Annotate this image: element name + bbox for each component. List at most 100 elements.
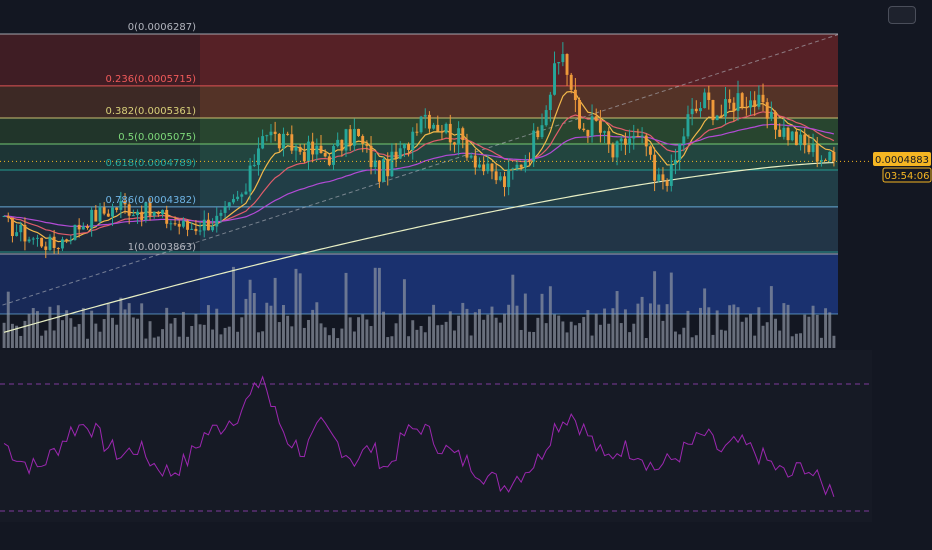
fib-zone-0	[0, 34, 838, 86]
volume-bar	[165, 307, 169, 348]
candle-body	[569, 74, 573, 90]
volume-bar	[215, 308, 219, 348]
candle-body	[519, 164, 523, 168]
candle-body	[753, 100, 757, 107]
candle-body	[219, 212, 223, 216]
candle-body	[590, 116, 594, 137]
volume-bar	[540, 293, 544, 348]
candle-body	[653, 154, 657, 181]
volume-bar	[523, 293, 527, 348]
candle-body	[402, 144, 406, 149]
candle-body	[240, 194, 244, 197]
candle-body	[503, 176, 506, 188]
volume-bar	[19, 335, 23, 348]
volume-bar	[206, 305, 210, 348]
volume-bar	[665, 304, 669, 348]
candle-body	[432, 124, 436, 129]
candle-body	[411, 131, 415, 150]
volume-bar	[244, 298, 248, 348]
moving-average-ema-200	[3, 162, 834, 333]
volume-bar	[744, 317, 748, 348]
volume-bar	[528, 331, 531, 348]
candle-body	[673, 159, 677, 165]
volume-bar	[77, 324, 81, 348]
candle-body	[444, 123, 448, 133]
volume-bar	[23, 320, 27, 348]
volume-bar	[223, 327, 227, 348]
volume-bar	[565, 332, 569, 348]
volume-bar	[352, 331, 356, 348]
volume-bar	[553, 314, 556, 348]
volume-bar	[469, 335, 473, 348]
candle-body	[332, 146, 335, 165]
fib-extension-zone	[0, 254, 838, 314]
corner-button[interactable]	[888, 6, 916, 24]
candle-body	[348, 129, 352, 146]
candle-body	[640, 135, 644, 137]
volume-bar	[327, 335, 331, 348]
volume-bar	[332, 328, 335, 348]
volume-bar	[86, 338, 89, 348]
candle-body	[282, 133, 285, 149]
candle-body	[86, 226, 89, 228]
candle-body	[736, 93, 740, 111]
rsi-pane-background	[0, 350, 872, 522]
candle-body	[757, 94, 761, 107]
candle-body	[290, 134, 294, 151]
trend-line	[0, 34, 839, 307]
candle-body	[515, 164, 519, 169]
volume-bar	[65, 310, 69, 348]
candle-body	[682, 136, 686, 144]
volume-bar	[590, 335, 594, 348]
volume-bar	[607, 323, 611, 348]
volume-bar	[678, 334, 682, 348]
candle-body	[819, 159, 823, 162]
candle-body	[31, 238, 35, 240]
candle-body	[724, 99, 727, 117]
volume-bar	[511, 274, 515, 348]
price-scale-tags: 0.0004883 03:54:06	[873, 152, 932, 183]
volume-bar	[732, 304, 736, 348]
volume-bar	[52, 330, 56, 348]
volume-bar	[628, 332, 632, 348]
candle-body	[486, 163, 490, 172]
candle-body	[611, 144, 615, 158]
candle-body	[6, 215, 10, 218]
candle-body	[136, 211, 139, 216]
volume-bar	[336, 338, 340, 348]
volume-bar	[594, 313, 598, 348]
candle-body	[215, 215, 219, 227]
candle-body	[177, 223, 181, 227]
volume-bar	[452, 330, 456, 348]
volume-bar	[786, 304, 790, 348]
candle-body	[252, 164, 256, 166]
candle-body	[573, 89, 577, 101]
candle-body	[465, 140, 469, 158]
volume-bar	[286, 315, 290, 348]
candle-body	[419, 116, 423, 133]
candle-body	[294, 146, 298, 151]
fib-label-6: 1(0.0003863)	[128, 242, 196, 253]
candle-body	[327, 156, 331, 165]
candle-body	[369, 145, 373, 168]
volume-bar	[44, 330, 48, 348]
volume-bar	[102, 319, 106, 348]
volume-bar	[173, 317, 177, 348]
candle-body	[277, 133, 281, 149]
fib-extension-shade	[0, 254, 200, 314]
candle-body	[799, 134, 803, 146]
candle-body	[323, 152, 327, 157]
candle-body	[423, 114, 427, 117]
volume-bar	[6, 291, 10, 348]
volume-bar	[148, 321, 152, 348]
candle-body	[190, 228, 194, 230]
volume-bar	[653, 271, 657, 348]
volume-bar	[256, 332, 260, 348]
candle-body	[619, 138, 623, 142]
volume-bar	[407, 336, 411, 348]
volume-bar	[557, 315, 561, 348]
candle-body	[557, 62, 561, 64]
candle-body	[686, 114, 690, 137]
volume-bar	[294, 268, 298, 348]
